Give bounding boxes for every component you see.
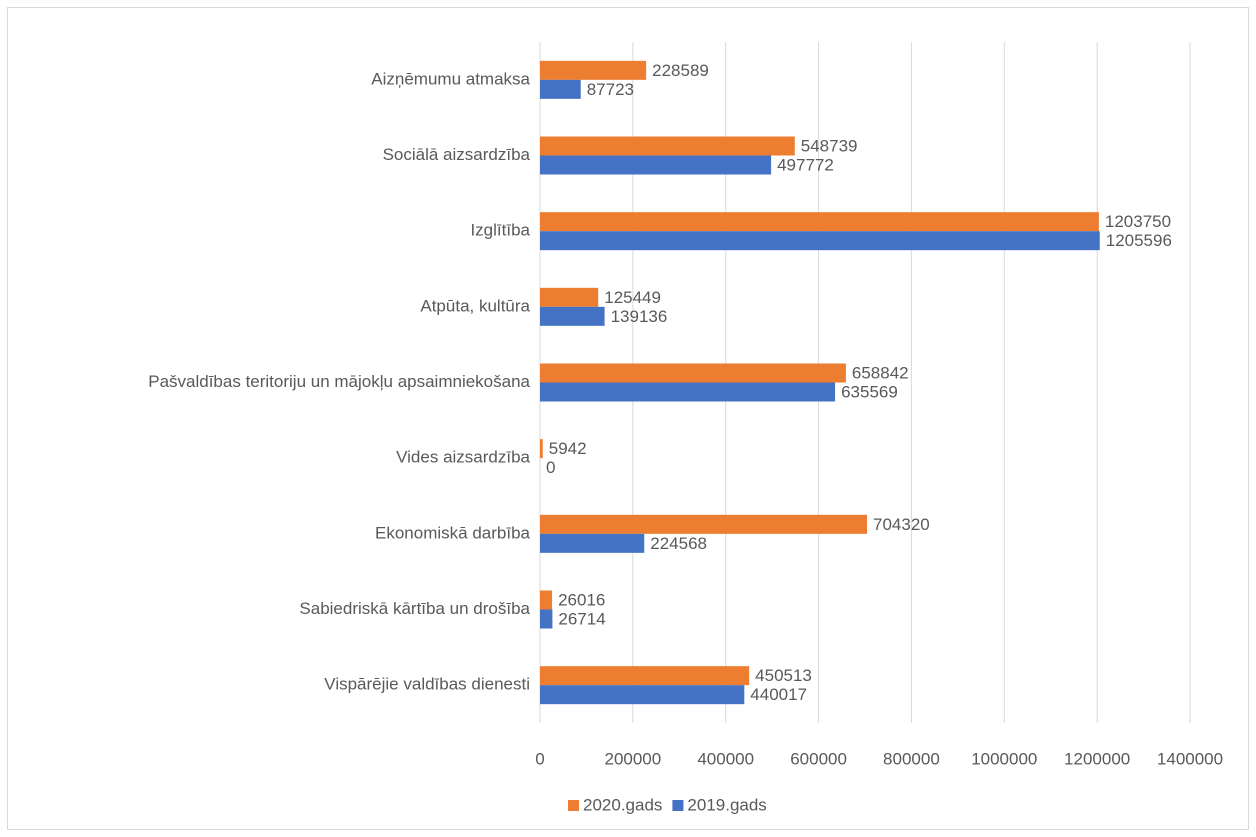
x-tick-label: 600000 (790, 749, 847, 768)
data-label: 1205596 (1106, 231, 1172, 250)
bar (540, 287, 599, 307)
bar (540, 363, 846, 383)
data-label: 5942 (549, 439, 587, 458)
x-tick-label: 1200000 (1064, 749, 1130, 768)
bar (540, 439, 543, 459)
data-label: 26714 (558, 609, 605, 628)
data-label: 440017 (750, 685, 807, 704)
y-tick-label: Vides aizsardzība (396, 448, 530, 467)
y-tick-label: Pašvaldības teritoriju un mājokļu apsaim… (148, 372, 530, 391)
bar (540, 60, 647, 80)
y-tick-label: Izglītība (470, 221, 530, 240)
data-label: 635569 (841, 382, 898, 401)
data-label: 0 (546, 458, 555, 477)
bar (540, 685, 745, 705)
y-tick-label: Ekonomiskā darbība (375, 523, 531, 542)
y-tick-label: Sociālā aizsardzība (383, 145, 531, 164)
bar (540, 533, 645, 553)
legend-swatch (568, 800, 579, 811)
x-tick-label: 800000 (883, 749, 940, 768)
y-tick-label: Vispārējie valdības dienesti (324, 675, 530, 694)
bar (540, 666, 750, 686)
data-label: 1203750 (1105, 212, 1171, 231)
y-tick-label: Aizņēmumu atmaksa (371, 69, 530, 88)
y-tick-label: Atpūta, kultūra (420, 296, 530, 315)
data-label: 228589 (652, 61, 709, 80)
x-tick-label: 200000 (604, 749, 661, 768)
data-label: 704320 (873, 515, 930, 534)
data-label: 125449 (604, 288, 661, 307)
legend-label: 2020.gads (583, 795, 662, 814)
bar (540, 212, 1099, 232)
bar (540, 590, 553, 610)
data-label: 87723 (587, 80, 634, 99)
data-label: 658842 (852, 363, 909, 382)
legend-label: 2019.gads (687, 795, 766, 814)
data-label: 450513 (755, 666, 812, 685)
bar (540, 609, 553, 629)
bar (540, 306, 605, 326)
data-label: 548739 (801, 136, 858, 155)
y-tick-label: Sabiedriskā kārtība un drošība (299, 599, 530, 618)
bar (540, 79, 581, 99)
bar (540, 136, 795, 156)
x-tick-label: 1400000 (1157, 749, 1223, 768)
bar (540, 514, 868, 534)
legend-swatch (672, 800, 684, 811)
chart-border (7, 7, 1249, 830)
data-label: 497772 (777, 155, 834, 174)
data-label: 139136 (611, 307, 668, 326)
bar (540, 155, 772, 175)
x-tick-label: 1000000 (971, 749, 1037, 768)
x-tick-label: 400000 (697, 749, 754, 768)
x-tick-label: 0 (535, 749, 544, 768)
bar (540, 231, 1100, 251)
bar (540, 382, 836, 402)
data-label: 224568 (650, 534, 707, 553)
data-label: 26016 (558, 590, 605, 609)
